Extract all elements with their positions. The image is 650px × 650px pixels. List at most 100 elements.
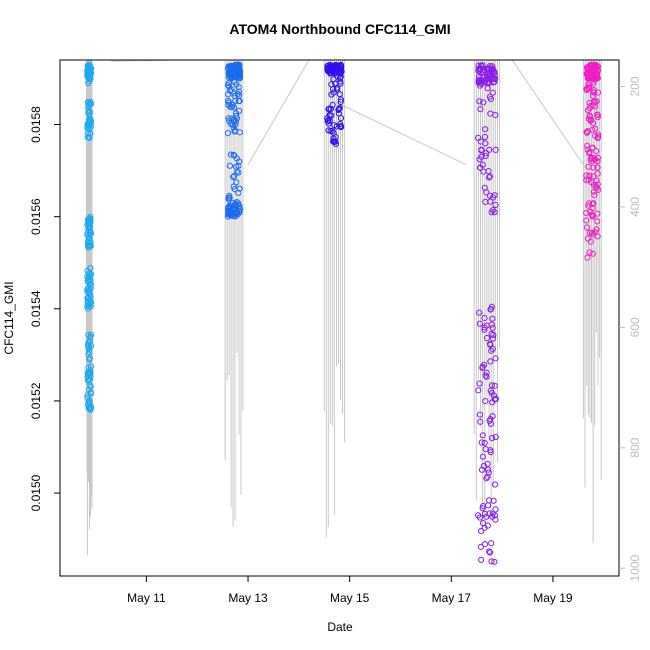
data-point: [594, 210, 601, 217]
data-point: [485, 168, 492, 175]
data-point: [488, 330, 495, 338]
data-point: [589, 120, 597, 127]
data-point: [85, 377, 92, 384]
data-point: [492, 506, 499, 513]
data-point: [490, 79, 497, 86]
data-point: [584, 142, 591, 149]
data-point: [476, 156, 483, 163]
data-point: [236, 158, 243, 165]
data-point: [592, 125, 599, 132]
x-tick-label: May 15: [330, 591, 370, 605]
data-point: [476, 320, 483, 327]
data-point: [588, 229, 596, 237]
data-point: [590, 173, 597, 180]
data-point: [329, 128, 336, 135]
data-point: [589, 145, 596, 152]
data-point: [86, 74, 93, 81]
data-point: [488, 540, 495, 547]
data-point: [491, 558, 498, 565]
data-point: [593, 74, 600, 81]
data-point: [489, 89, 496, 96]
data-point: [593, 183, 600, 190]
data-point: [589, 102, 597, 109]
data-point: [483, 513, 490, 520]
x-tick-label: May 11: [127, 591, 166, 605]
data-points: [84, 61, 602, 565]
data-point: [594, 164, 601, 171]
data-point: [583, 129, 591, 136]
data-point: [594, 170, 601, 177]
data-point: [586, 249, 593, 256]
data-point: [592, 76, 599, 83]
data-point: [594, 112, 601, 119]
data-point: [481, 315, 488, 322]
data-point: [593, 148, 600, 155]
data-point: [486, 79, 493, 86]
data-point: [228, 212, 235, 219]
y-tick-label: 0.0154: [29, 290, 43, 327]
data-point: [588, 179, 595, 186]
data-point: [489, 324, 496, 331]
data-point: [475, 387, 482, 394]
data-point: [584, 235, 592, 242]
data-point: [87, 334, 94, 341]
data-point: [225, 115, 232, 122]
data-point: [234, 168, 241, 175]
data-point: [235, 88, 242, 95]
data-point: [85, 302, 92, 309]
data-point: [479, 363, 486, 370]
data-point: [593, 226, 600, 233]
data-point: [590, 87, 597, 94]
data-point: [88, 230, 95, 237]
data-point: [591, 192, 598, 199]
data-point: [482, 398, 489, 405]
y-axis-label: CFC114_GMI: [2, 281, 16, 354]
data-point: [487, 358, 494, 365]
data-point: [230, 183, 237, 190]
data-point: [584, 70, 591, 77]
data-point: [487, 449, 494, 456]
data-point: [86, 301, 93, 308]
data-point: [235, 162, 242, 169]
data-point: [486, 192, 493, 199]
data-point: [86, 354, 94, 361]
data-point: [594, 218, 601, 225]
data-point: [231, 78, 238, 86]
data-point: [490, 497, 497, 504]
data-point: [337, 96, 345, 103]
data-point: [589, 126, 596, 133]
y-tick-label: 0.0158: [29, 106, 43, 143]
data-point: [84, 267, 91, 274]
data-point: [583, 217, 590, 224]
data-point: [491, 512, 498, 519]
data-point: [492, 433, 499, 441]
data-point: [232, 121, 239, 128]
data-point: [231, 173, 238, 180]
data-point: [227, 151, 235, 158]
right-tick-label: 600: [628, 317, 642, 337]
data-point: [475, 65, 482, 72]
right-tick-label: 1000: [628, 555, 642, 582]
data-point: [235, 62, 242, 69]
data-point: [480, 99, 487, 106]
data-point: [487, 387, 494, 394]
data-point: [85, 285, 92, 292]
data-point: [478, 146, 485, 153]
data-point: [478, 466, 486, 473]
right-tick-label: 400: [628, 197, 642, 217]
data-point: [226, 87, 234, 94]
data-point: [485, 469, 492, 476]
data-point: [586, 172, 593, 179]
data-point: [477, 418, 484, 425]
x-tick-label: May 13: [228, 591, 268, 605]
data-point: [488, 347, 495, 354]
y-tick-label: 0.0150: [29, 474, 43, 511]
data-point: [235, 169, 242, 176]
data-point: [85, 398, 92, 405]
data-point: [87, 363, 95, 370]
data-point: [335, 105, 343, 113]
data-point: [590, 231, 597, 238]
data-point: [225, 101, 232, 109]
data-point: [337, 123, 344, 130]
